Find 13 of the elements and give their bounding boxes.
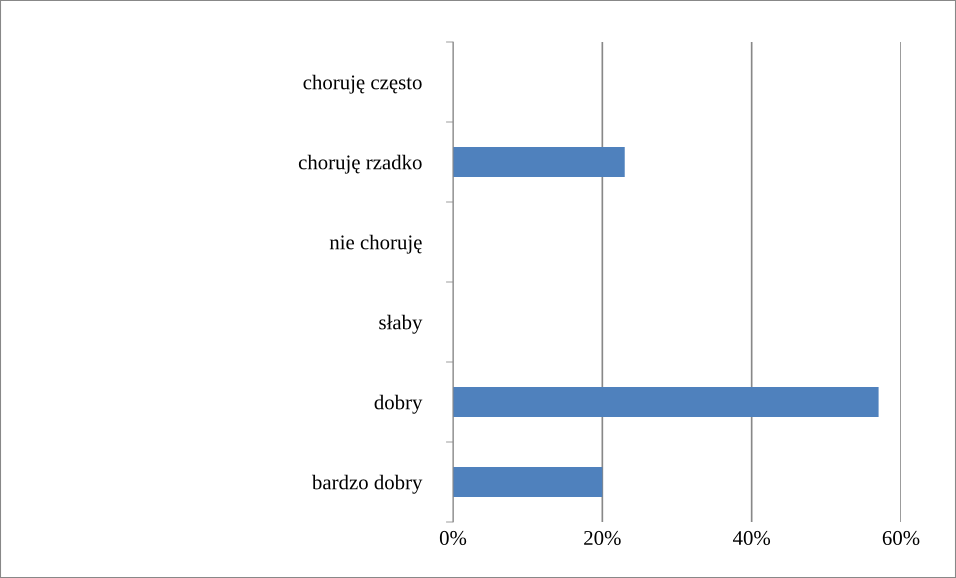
bar <box>453 147 625 177</box>
y-tick-label: choruję rzadko <box>298 154 422 174</box>
y-tick-label: choruję często <box>304 74 422 94</box>
bar <box>453 387 879 417</box>
x-tick-label: 40% <box>732 530 770 546</box>
x-tick-label: 20% <box>584 530 621 546</box>
y-tick-label: nie choruję <box>330 234 422 254</box>
x-tick-label: 0% <box>440 530 466 546</box>
y-tick-label: dobry <box>374 394 422 414</box>
y-tick-label: słaby <box>379 314 422 334</box>
y-tick-label: bardzo dobry <box>312 474 422 494</box>
x-tick-label: 60% <box>882 530 920 546</box>
bar <box>453 467 602 497</box>
